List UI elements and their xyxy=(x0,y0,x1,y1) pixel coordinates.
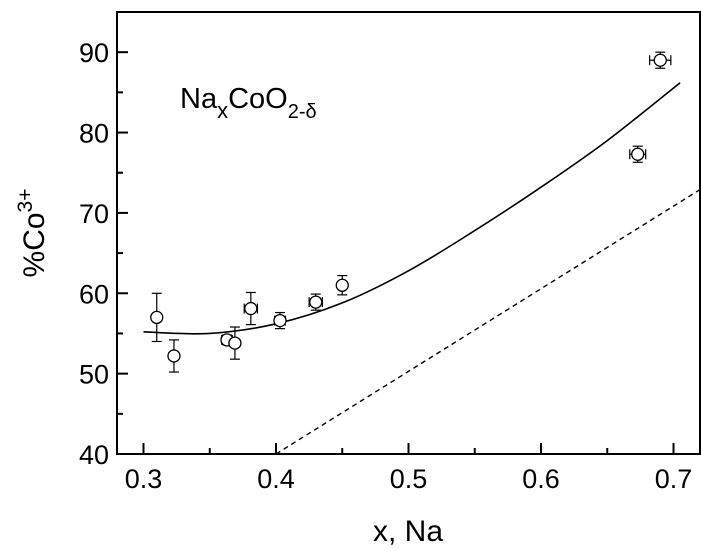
y-tick-label: 90 xyxy=(79,38,109,68)
formula-sub-delta: 2-δ xyxy=(288,101,317,123)
formula-base: Na xyxy=(180,83,218,115)
x-tick-label: 0.7 xyxy=(655,464,693,494)
data-point-group xyxy=(150,292,164,343)
y-tick-label: 60 xyxy=(79,279,109,309)
formula-annotation: NaxCoO2-δ xyxy=(180,83,317,123)
y-axis-label-sup: 3+ xyxy=(14,189,37,213)
data-point xyxy=(273,313,287,328)
data-point-group xyxy=(335,274,349,296)
data-point-group xyxy=(629,145,647,163)
fit-curve xyxy=(143,82,681,335)
data-point xyxy=(167,349,181,363)
y-tick-label: 40 xyxy=(79,440,109,470)
data-point-group xyxy=(273,311,287,330)
tick-group xyxy=(117,51,675,455)
data-points xyxy=(150,51,672,373)
plot-frame xyxy=(116,11,701,455)
data-point xyxy=(631,147,645,161)
x-axis-label: x, Na xyxy=(373,515,443,548)
data-point-group xyxy=(167,339,181,373)
data-point xyxy=(150,310,164,325)
dashed-reference-line xyxy=(275,189,701,455)
y-tick-label: 50 xyxy=(79,360,109,390)
data-point-group xyxy=(228,326,242,360)
data-point xyxy=(244,301,258,316)
data-point-group xyxy=(308,293,323,311)
data-point xyxy=(228,336,242,350)
formula-sub-x: x xyxy=(217,98,228,123)
data-point xyxy=(653,53,667,67)
data-point-group xyxy=(243,291,259,326)
data-point xyxy=(309,295,323,309)
formula-mid: CoO xyxy=(228,83,288,115)
data-point xyxy=(335,278,349,292)
y-axis-label-base: %Co xyxy=(18,212,51,277)
x-tick-label: 0.4 xyxy=(257,464,295,494)
y-tick-label: 80 xyxy=(79,119,109,149)
x-tick-label: 0.6 xyxy=(522,464,560,494)
data-point-group xyxy=(649,51,672,69)
y-axis-label: %Co3+ xyxy=(14,189,51,278)
series-lines xyxy=(143,82,701,455)
x-tick-label: 0.5 xyxy=(390,464,428,494)
y-tick-label: 70 xyxy=(79,199,109,229)
tick-label-group: 0.3 0.4 0.5 0.6 0.7 40 50 60 70 80 90 xyxy=(79,38,692,494)
x-tick-label: 0.3 xyxy=(125,464,163,494)
